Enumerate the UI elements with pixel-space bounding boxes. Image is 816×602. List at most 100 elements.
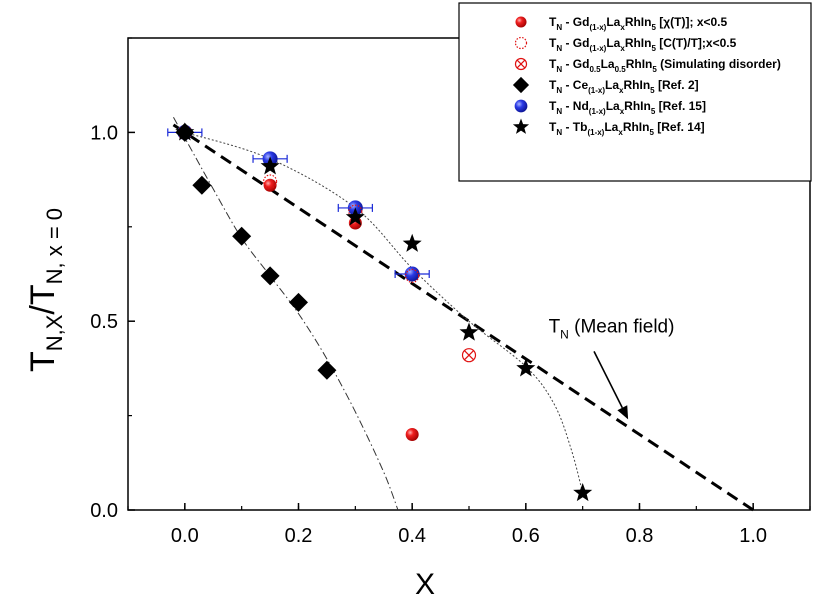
mean-field-arrowhead bbox=[617, 405, 629, 420]
data-point bbox=[232, 226, 252, 246]
legend-label-part: 5 bbox=[649, 128, 654, 137]
legend-entry: TN - Gd0.5La0.5RhIn5 (Simulating disorde… bbox=[514, 57, 781, 74]
legend-marker bbox=[512, 76, 530, 94]
x-tick-label: 0.0 bbox=[171, 525, 199, 547]
legend-label-part: RhIn bbox=[624, 78, 651, 92]
legend-label-part: 5 bbox=[651, 23, 656, 32]
legend: TN - Gd(1-x)LaxRhIn5 [χ(T)]; x<0.5TN - G… bbox=[458, 2, 812, 182]
legend-label-part: 5 bbox=[652, 65, 657, 74]
legend-label-part: 5 bbox=[651, 107, 656, 116]
legend-marker bbox=[514, 36, 528, 50]
legend-label-part: N bbox=[556, 44, 562, 53]
x-tick-label: 0.8 bbox=[626, 525, 654, 547]
legend-marker bbox=[514, 57, 528, 71]
legend-label-part: La bbox=[601, 57, 615, 71]
data-point bbox=[516, 358, 536, 377]
legend-label-part: La bbox=[606, 15, 620, 29]
legend-label-part: RhIn bbox=[623, 120, 650, 134]
legend-marker-ring bbox=[514, 57, 528, 71]
legend-label-part: 0.5 bbox=[615, 65, 627, 74]
legend-marker bbox=[512, 118, 530, 134]
legend-label-part: [Ref. 2] bbox=[655, 78, 699, 92]
data-point bbox=[345, 207, 365, 226]
series-5 bbox=[175, 122, 593, 502]
legend-label-part: N bbox=[556, 65, 562, 74]
data-point bbox=[289, 292, 308, 312]
legend-label-part: La bbox=[605, 78, 619, 92]
legend-label-part: x bbox=[620, 107, 625, 116]
data-point bbox=[405, 268, 420, 283]
legend-label-part: - Gd bbox=[562, 57, 589, 71]
x-tick-label: 0.6 bbox=[512, 525, 540, 547]
legend-label: TN - Nd(1-x)LaxRhIn5 [Ref. 15] bbox=[549, 99, 706, 116]
legend-label-part: N bbox=[556, 86, 562, 95]
series-3 bbox=[175, 122, 337, 380]
guide-line-ce-guide bbox=[173, 117, 399, 511]
legend-label-part: (1-x) bbox=[589, 44, 606, 53]
legend-label-part: (1-x) bbox=[589, 107, 606, 116]
legend-label-part: - Gd bbox=[562, 36, 589, 50]
legend-marker-cross-b bbox=[516, 59, 526, 69]
x-tick-label: 1.0 bbox=[739, 525, 767, 547]
legend-entry: TN - Gd(1-x)LaxRhIn5 [C(T)/T];x<0.5 bbox=[514, 36, 737, 53]
y-tick-label: 0.5 bbox=[90, 311, 118, 333]
data-point bbox=[402, 233, 422, 252]
legend-label-part: N bbox=[556, 107, 562, 116]
series-2 bbox=[461, 348, 477, 363]
x-tick-label: 0.2 bbox=[285, 525, 313, 547]
legend-label-part: x bbox=[618, 128, 623, 137]
legend-box bbox=[458, 2, 812, 182]
legend-label-part: La bbox=[606, 36, 620, 50]
legend-label-part: (Simulating disorder) bbox=[657, 57, 781, 71]
legend-label-part: N bbox=[556, 128, 562, 137]
data-point bbox=[573, 483, 593, 502]
data-point bbox=[260, 156, 280, 175]
legend-label-part: T bbox=[549, 36, 557, 50]
legend-label-part: T bbox=[549, 99, 557, 113]
legend-label-part: [χ(T)]; x<0.5 bbox=[656, 15, 728, 29]
legend-label: TN - Gd(1-x)LaxRhIn5 [χ(T)]; x<0.5 bbox=[549, 15, 728, 32]
legend-label-part: (1-x) bbox=[587, 128, 604, 137]
legend-label-part: [C(T)/T];x<0.5 bbox=[656, 36, 737, 50]
legend-label-part: - Gd bbox=[562, 15, 589, 29]
data-point-ring bbox=[461, 348, 477, 363]
legend-label-part: RhIn bbox=[625, 15, 652, 29]
data-point bbox=[260, 266, 280, 286]
legend-label-part: x bbox=[620, 23, 625, 32]
legend-label-part: [Ref. 14] bbox=[654, 120, 705, 134]
y-tick-label: 0.0 bbox=[90, 500, 118, 522]
legend-marker bbox=[515, 16, 527, 28]
mean-field-annotation: TN (Mean field) bbox=[549, 317, 675, 420]
legend-label-part: T bbox=[549, 15, 557, 29]
axis-ticks: 0.0 0.2 0.4 0.6 0.8 1.0 0.0 0.5 1.0 bbox=[90, 37, 811, 547]
legend-label: TN - Gd(1-x)LaxRhIn5 [C(T)/T];x<0.5 bbox=[549, 36, 737, 53]
y-tick-label: 1.0 bbox=[90, 122, 118, 144]
legend-label-part: - Nd bbox=[562, 99, 589, 113]
legend-label-part: T bbox=[549, 78, 557, 92]
data-point bbox=[192, 175, 212, 195]
mean-field-label: TN (Mean field) bbox=[549, 317, 675, 342]
legend-label-part: - Tb bbox=[562, 120, 587, 134]
data-point bbox=[262, 174, 278, 189]
data-points bbox=[167, 122, 593, 502]
data-point bbox=[317, 360, 337, 380]
legend-label-part: RhIn bbox=[626, 57, 653, 71]
data-point bbox=[459, 322, 479, 341]
legend-label-part: (1-x) bbox=[588, 86, 605, 95]
legend-entry: TN - Gd(1-x)LaxRhIn5 [χ(T)]; x<0.5 bbox=[515, 15, 728, 32]
legend-label: TN - Tb(1-x)LaxRhIn5 [Ref. 14] bbox=[549, 120, 705, 137]
legend-label-part: 0.5 bbox=[589, 65, 601, 74]
legend-label-part: - Ce bbox=[562, 78, 588, 92]
legend-label-part: x bbox=[619, 86, 624, 95]
legend-label-part: T bbox=[549, 120, 557, 134]
legend-entry: TN - Nd(1-x)LaxRhIn5 [Ref. 15] bbox=[514, 99, 706, 116]
guide-line-tb-guide bbox=[184, 131, 584, 494]
legend-label-part: x bbox=[620, 44, 625, 53]
legend-label: TN - Gd0.5La0.5RhIn5 (Simulating disorde… bbox=[549, 57, 781, 74]
legend-entry: TN - Ce(1-x)LaxRhIn5 [Ref. 2] bbox=[512, 76, 699, 95]
legend-label-part: T bbox=[549, 57, 557, 71]
series-1 bbox=[177, 125, 420, 283]
series-0 bbox=[178, 125, 419, 441]
legend-label-part: La bbox=[604, 120, 618, 134]
mean-field-arrow bbox=[593, 351, 624, 409]
